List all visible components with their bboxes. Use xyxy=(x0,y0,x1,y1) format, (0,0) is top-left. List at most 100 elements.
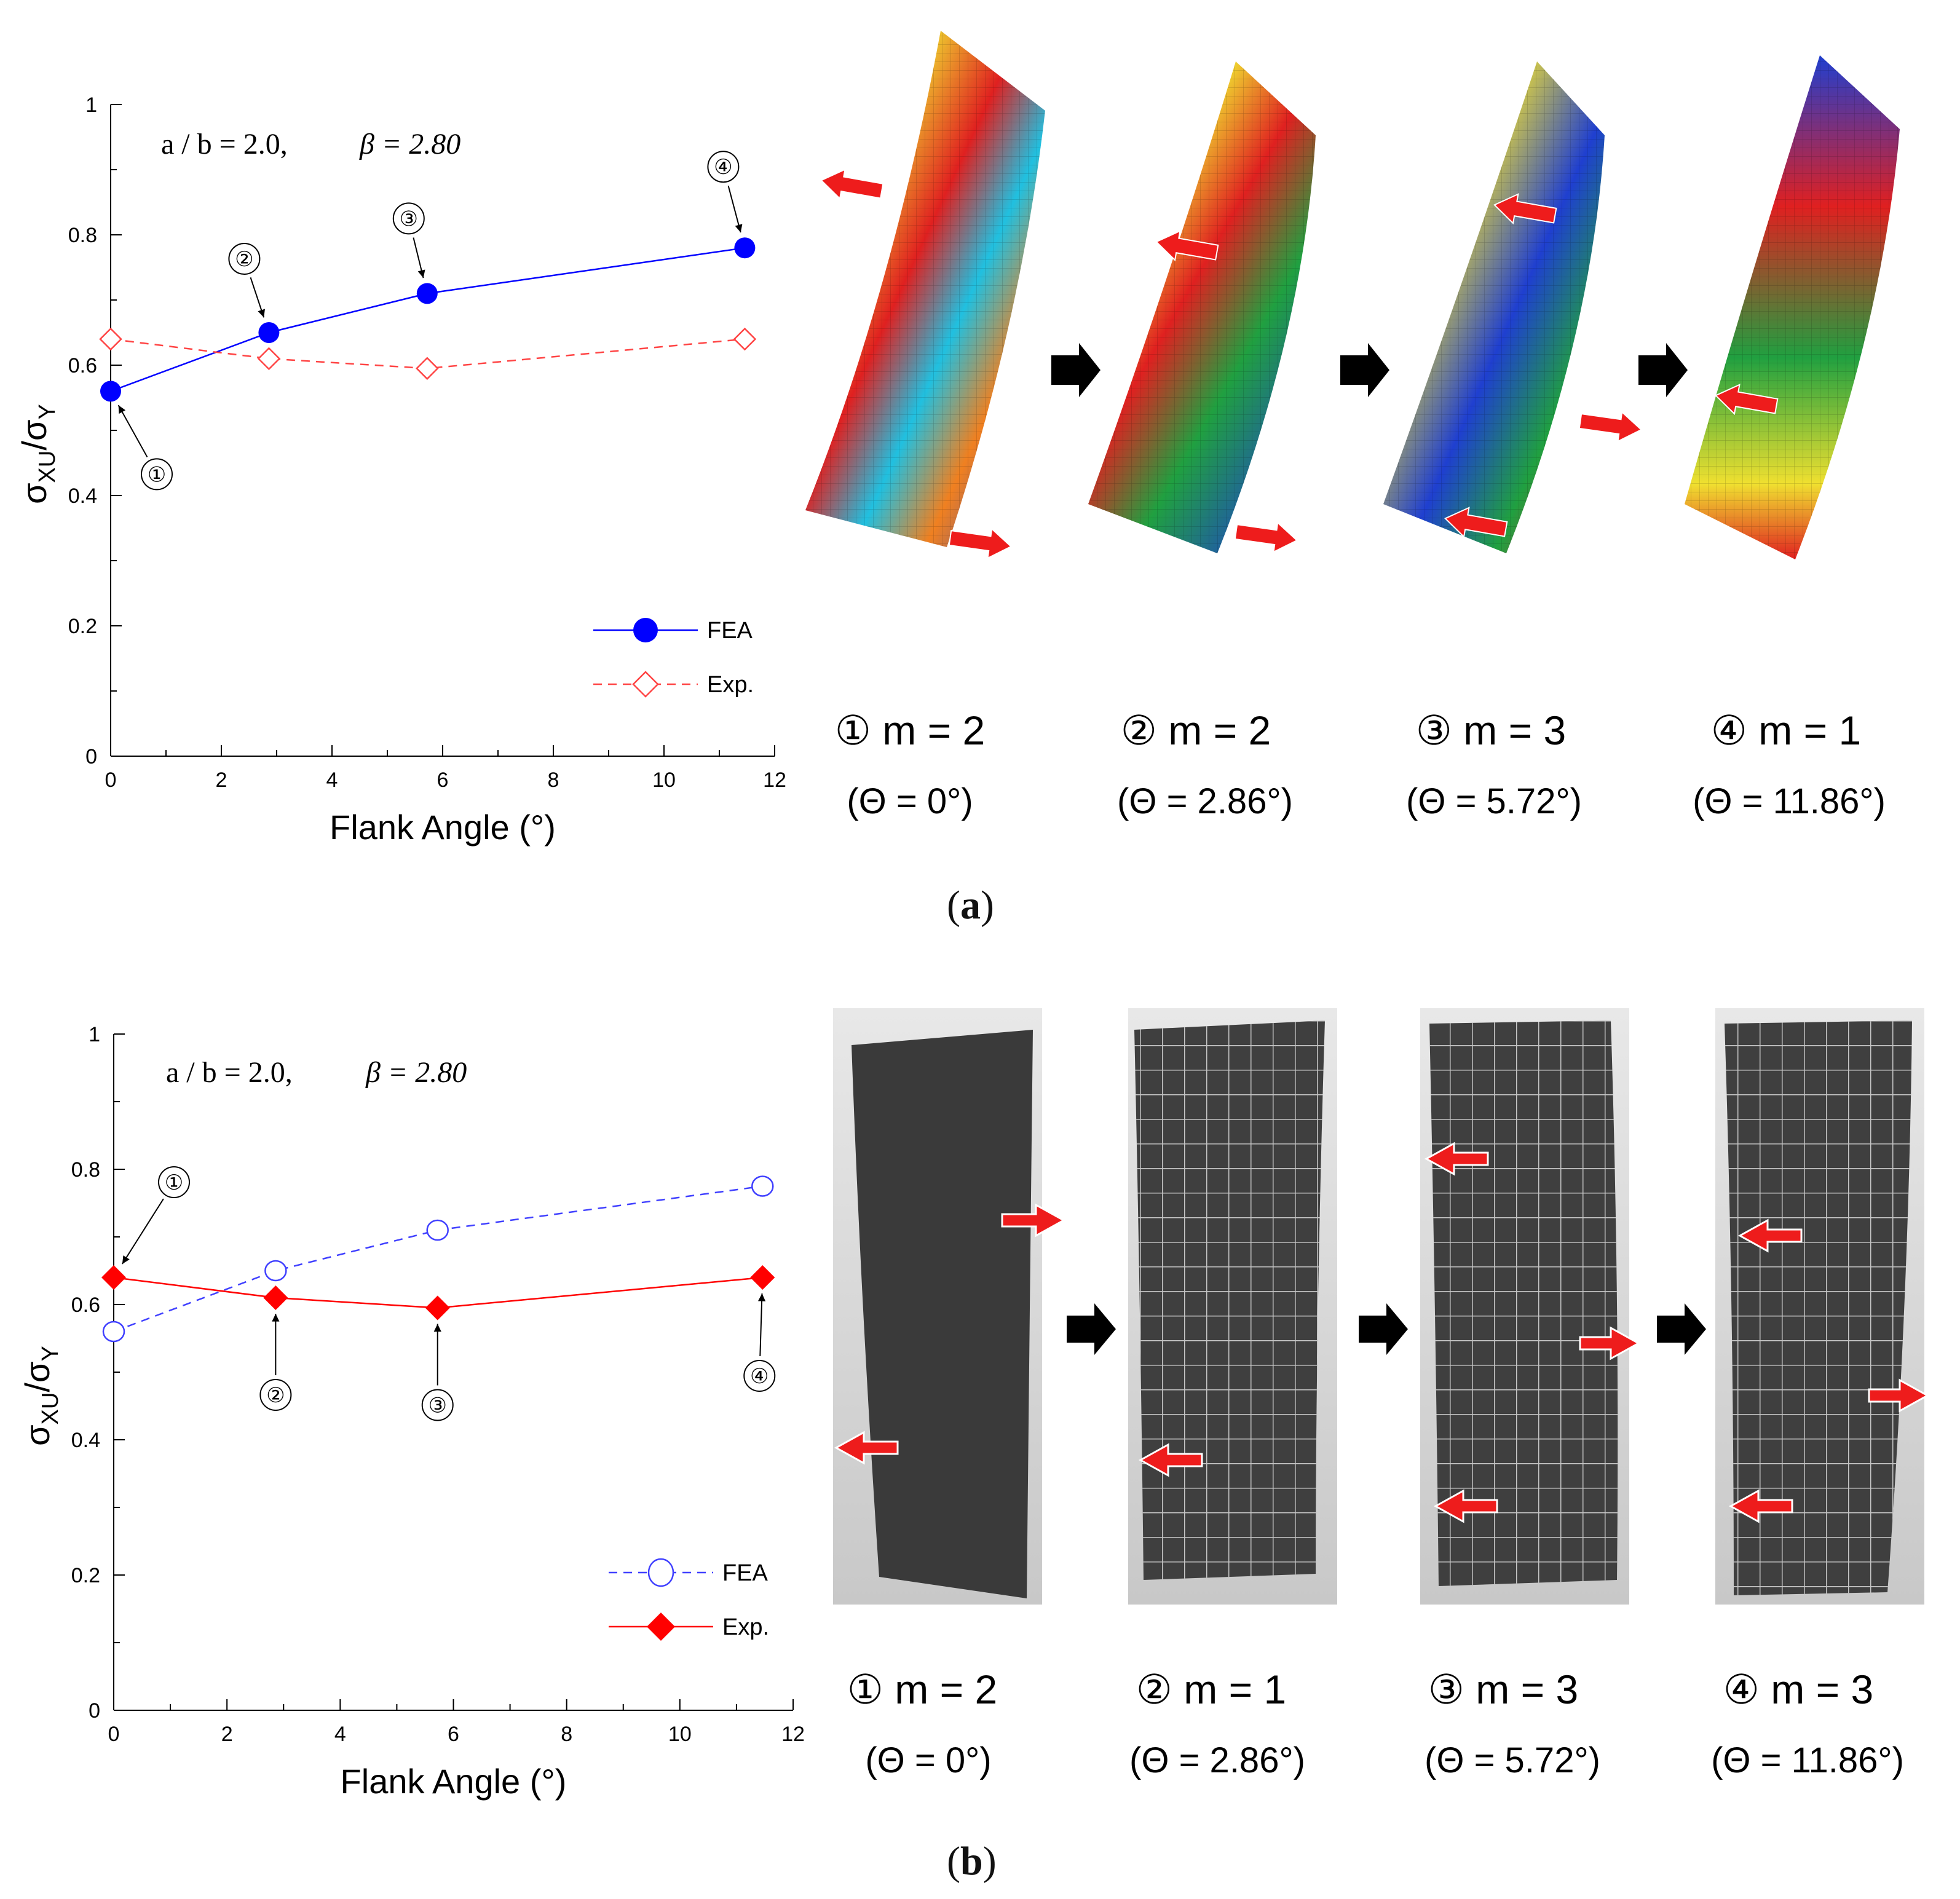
callout-arrowhead xyxy=(118,405,126,414)
force-arrow-icon xyxy=(820,168,884,200)
x-tick-label: 10 xyxy=(652,768,676,792)
data-point-fea xyxy=(416,283,438,304)
legend-marker xyxy=(632,671,659,698)
data-point-fea xyxy=(751,1175,774,1197)
experiment-photo-panels xyxy=(833,1008,1930,1605)
y-axis-label: σXU/σY xyxy=(15,404,60,504)
data-point-fea xyxy=(100,381,121,402)
point-callout: ④ xyxy=(714,156,732,179)
x-tick-label: 10 xyxy=(668,1723,692,1746)
x-axis-label: Flank Angle (°) xyxy=(330,808,556,847)
mode-theta: (Θ = 0°) xyxy=(847,781,973,821)
data-point-fea xyxy=(264,1260,287,1282)
mode-label: ② m = 1 xyxy=(1136,1667,1287,1712)
step-arrow-icon xyxy=(1067,1303,1116,1355)
step-arrow-icon xyxy=(1638,343,1688,397)
x-tick-label: 0 xyxy=(108,1723,120,1746)
series-line-exp xyxy=(113,1276,763,1309)
data-point-exp xyxy=(416,357,439,381)
annotation-ab: a / b = 2.0, xyxy=(161,128,288,160)
series-line-fea xyxy=(110,247,745,392)
legend-label: Exp. xyxy=(722,1614,769,1640)
force-arrow-icon xyxy=(1433,1489,1498,1523)
data-point-fea xyxy=(102,1321,125,1343)
callout-arrowhead xyxy=(433,1324,441,1332)
mode-label: ① m = 2 xyxy=(834,708,986,753)
data-point-exp xyxy=(101,1265,126,1290)
data-point-fea xyxy=(426,1219,449,1241)
y-tick-label: 0.8 xyxy=(71,1158,100,1182)
callout-circle xyxy=(158,1166,190,1198)
y-tick-label: 0.8 xyxy=(68,224,97,247)
plate-a4 xyxy=(1685,55,1900,559)
callout-circle xyxy=(421,1389,454,1421)
legend-label: FEA xyxy=(722,1560,769,1586)
mode-theta: (Θ = 5.72°) xyxy=(1425,1740,1600,1780)
point-callout: ② xyxy=(266,1384,285,1407)
data-point-exp xyxy=(750,1265,775,1290)
force-arrow-icon xyxy=(1493,193,1557,225)
x-tick-label: 2 xyxy=(221,1723,233,1746)
force-arrow-icon xyxy=(1138,1443,1203,1477)
photo-b2 xyxy=(1128,1008,1337,1605)
x-tick-label: 0 xyxy=(105,768,117,792)
series-line-fea xyxy=(113,1185,763,1333)
x-tick-label: 6 xyxy=(448,1723,459,1746)
mode-theta: (Θ = 2.86°) xyxy=(1117,781,1293,821)
y-tick-label: 1 xyxy=(89,1023,100,1046)
mode-label: ④ m = 1 xyxy=(1710,708,1862,753)
callout-arrowhead xyxy=(757,1293,766,1301)
x-tick-label: 12 xyxy=(781,1723,805,1746)
data-point-fea xyxy=(734,237,756,259)
legend-label: Exp. xyxy=(707,672,754,698)
callout-leader xyxy=(727,185,741,233)
callout-leader xyxy=(122,1198,164,1265)
point-callout: ③ xyxy=(428,1394,446,1418)
annotation-beta: β = 2.80 xyxy=(365,1056,467,1089)
panel-label-a: (a) xyxy=(947,883,994,928)
mode-theta: (Θ = 2.86°) xyxy=(1129,1740,1305,1780)
photo-b1 xyxy=(833,1008,1042,1605)
callout-leader xyxy=(117,405,148,457)
x-tick-label: 12 xyxy=(763,768,786,792)
callout-circle xyxy=(707,151,740,183)
fea-contour-panels xyxy=(805,31,1900,559)
y-tick-label: 0.4 xyxy=(68,484,97,508)
mode-theta: (Θ = 11.86°) xyxy=(1693,781,1886,821)
mode-label: ① m = 2 xyxy=(847,1667,998,1712)
callout-circle xyxy=(259,1379,292,1411)
point-callout: ④ xyxy=(750,1365,769,1388)
force-arrow-icon xyxy=(1424,1142,1489,1176)
mode-theta: (Θ = 0°) xyxy=(865,1740,992,1780)
plate-a1 xyxy=(805,31,1045,547)
force-arrow-icon xyxy=(1737,1218,1803,1253)
panel-label-b: (b) xyxy=(947,1839,997,1884)
legend-marker xyxy=(647,1558,674,1587)
mode-label: ④ m = 3 xyxy=(1723,1667,1874,1712)
callout-circle xyxy=(141,458,173,491)
force-arrow-icon xyxy=(1444,507,1508,539)
x-tick-label: 8 xyxy=(561,1723,572,1746)
step-arrow-icon xyxy=(1340,343,1389,397)
data-point-exp xyxy=(425,1295,450,1321)
step-arrow-icon xyxy=(1359,1303,1408,1355)
callout-arrowhead xyxy=(272,1314,280,1322)
callout-arrowhead xyxy=(258,309,265,318)
chart-b: 0 2 4 6 8 10 12 0 0.2 0.4 0.6 0.8 1 Flank Angle (°) σX… xyxy=(18,1023,805,1801)
callout-circle xyxy=(392,202,425,235)
mode-labels-b: ① m = 2 (Θ = 0°) ② m = 1 (Θ = 2.86°) ③ m… xyxy=(830,1666,1960,1801)
force-arrow-icon xyxy=(1578,411,1643,443)
step-arrow-icon xyxy=(1657,1303,1706,1355)
mode-label: ③ m = 3 xyxy=(1428,1667,1579,1712)
callout-arrowhead xyxy=(417,269,425,278)
mode-labels-a: ① m = 2 (Θ = 0°) ② m = 2 (Θ = 2.86°) ③ m… xyxy=(818,707,1960,842)
legend-marker xyxy=(633,618,658,642)
plate-a2 xyxy=(1088,61,1316,553)
annotation-beta: β = 2.80 xyxy=(359,128,460,160)
callout-leader xyxy=(759,1293,763,1357)
force-arrow-icon xyxy=(1155,230,1219,262)
y-tick-label: 0.6 xyxy=(68,354,97,377)
series-line-exp xyxy=(110,338,745,369)
force-arrow-icon xyxy=(1001,1203,1066,1238)
mode-label: ③ m = 3 xyxy=(1415,708,1567,753)
